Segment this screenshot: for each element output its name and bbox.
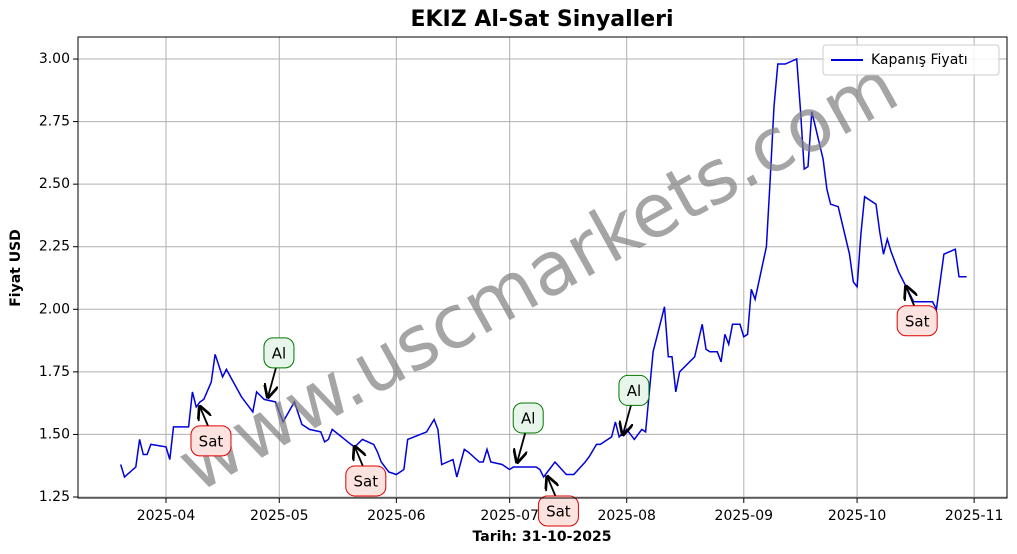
watermark: www.uscmarkets.com bbox=[164, 43, 912, 510]
annotation-box bbox=[345, 465, 387, 497]
annotation-arrow bbox=[547, 477, 555, 497]
y-axis-label: Fiyat USD bbox=[8, 229, 24, 307]
annotation-label: Al bbox=[627, 382, 641, 400]
annotation-arrow bbox=[623, 405, 631, 434]
x-tick-label: 2025-07 bbox=[480, 508, 539, 524]
annotation-arrow bbox=[200, 407, 208, 427]
price-line bbox=[119, 57, 967, 479]
y-tick-label: 1.50 bbox=[39, 426, 70, 442]
annotation-label: Al bbox=[272, 344, 286, 362]
legend-box bbox=[822, 44, 1000, 76]
x-tick-label: 2025-11 bbox=[945, 508, 1004, 524]
annotation-box bbox=[263, 337, 295, 369]
annotation-box bbox=[537, 495, 579, 527]
x-tick-label: 2025-08 bbox=[597, 508, 656, 524]
y-tick-label: 1.25 bbox=[39, 489, 70, 505]
annotation-box bbox=[190, 425, 232, 457]
x-tick-label: 2025-06 bbox=[367, 508, 426, 524]
y-tick-label: 2.00 bbox=[39, 301, 70, 317]
annotation-label: Sat bbox=[354, 472, 379, 490]
annotation-label: Sat bbox=[199, 432, 224, 450]
annotation-arrow bbox=[517, 432, 525, 462]
annotation-arrow bbox=[906, 287, 914, 307]
x-tick-label: 2025-05 bbox=[250, 508, 309, 524]
chart-title: EKIZ Al-Sat Sinyalleri bbox=[410, 7, 673, 32]
annotation-label: Al bbox=[521, 409, 535, 427]
x-axis-label: Tarih: 31-10-2025 bbox=[473, 529, 612, 545]
y-tick-label: 3.00 bbox=[39, 51, 70, 67]
x-tick-label: 2025-09 bbox=[715, 508, 774, 524]
x-tick-label: 2025-10 bbox=[828, 508, 887, 524]
annotation-arrow bbox=[268, 367, 276, 397]
y-tick-label: 2.75 bbox=[39, 114, 70, 130]
annotation-label: Sat bbox=[905, 312, 930, 330]
y-tick-label: 2.50 bbox=[39, 176, 70, 192]
annotation-box bbox=[512, 402, 544, 434]
plot-frame bbox=[77, 36, 1008, 499]
y-tick-label: 2.25 bbox=[39, 239, 70, 255]
x-tick-label: 2025-04 bbox=[137, 508, 196, 524]
annotation-box bbox=[618, 374, 650, 406]
annotation-box bbox=[896, 305, 938, 337]
annotation-arrow bbox=[355, 447, 363, 467]
legend-label: Kapanış Fiyatı bbox=[871, 52, 968, 68]
annotation-label: Sat bbox=[546, 502, 571, 520]
y-tick-label: 1.75 bbox=[39, 364, 70, 380]
